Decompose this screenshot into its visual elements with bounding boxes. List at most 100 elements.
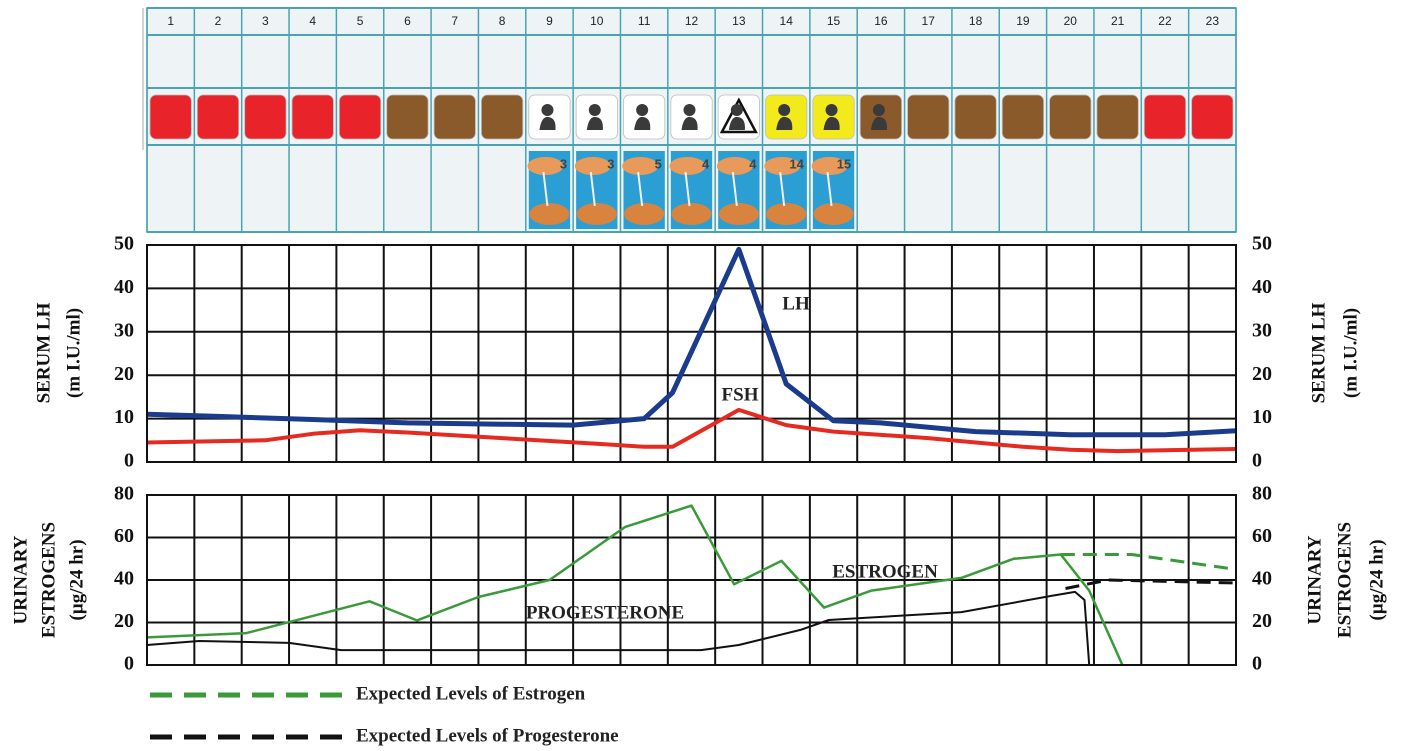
- series-line: [1065, 578, 1237, 590]
- day-number: 19: [1016, 14, 1030, 28]
- legend-label: Expected Levels of Estrogen: [356, 683, 586, 704]
- face-icon: [541, 104, 554, 116]
- face-icon: [588, 104, 601, 116]
- day-number: 2: [215, 14, 222, 28]
- day-number: 16: [874, 14, 888, 28]
- y2-tick-label: 60: [1252, 525, 1272, 547]
- photo-shape: [718, 203, 759, 225]
- face-icon: [636, 104, 649, 116]
- photo-shape: [779, 171, 786, 207]
- y2-axis-label: ESTROGENS: [1334, 522, 1355, 638]
- y2-tick-label: 0: [1252, 653, 1262, 675]
- face-icon: [730, 104, 743, 116]
- series-line: [146, 504, 1124, 666]
- y-tick-label: 0: [124, 653, 134, 675]
- day-cell: [1143, 94, 1187, 140]
- photo-shape: [826, 171, 833, 207]
- series-line: [146, 246, 1237, 438]
- day-cell: [954, 94, 997, 140]
- day-cell: [670, 94, 713, 140]
- day-number: 18: [969, 14, 983, 28]
- day-number: 23: [1206, 14, 1220, 28]
- y-tick-label: 0: [124, 450, 134, 472]
- photo-shape: [574, 157, 611, 175]
- photo-shape: [671, 203, 712, 225]
- y-tick-label: 80: [114, 483, 134, 505]
- photo-shape: [542, 171, 549, 207]
- series-line: [146, 590, 1091, 666]
- y-axis-label: (µg/24 hr): [66, 539, 87, 620]
- day-number: 17: [922, 14, 936, 28]
- day-number: 8: [499, 14, 506, 28]
- day-number: 4: [309, 14, 316, 28]
- day-cell: [433, 94, 476, 140]
- y-tick-label: 20: [114, 363, 134, 385]
- series-line: [146, 407, 1237, 454]
- photo-shape: [576, 203, 617, 225]
- face-icon: [872, 104, 885, 116]
- day-number: 22: [1158, 14, 1172, 28]
- face-icon: [776, 116, 793, 130]
- face-icon: [778, 104, 791, 116]
- day-cell: [907, 94, 950, 140]
- day-number: 6: [404, 14, 411, 28]
- photo-number: 3: [607, 156, 614, 171]
- day-number: 10: [590, 14, 604, 28]
- warning-triangle: [719, 97, 758, 134]
- face-icon: [634, 116, 651, 130]
- y-tick-label: 50: [114, 233, 134, 255]
- photo-number: 4: [749, 156, 757, 171]
- day-cell: [623, 94, 666, 140]
- y-tick-label: 10: [114, 406, 134, 428]
- day-number: 7: [451, 14, 458, 28]
- legend-label: Expected Levels of Progesterone: [356, 725, 619, 746]
- photo-shape: [813, 203, 854, 225]
- day-cell: [717, 94, 760, 140]
- y-tick-label: 20: [114, 610, 134, 632]
- day-cell: [244, 94, 287, 140]
- y-tick-label: 30: [114, 319, 134, 341]
- day-cell: [149, 94, 192, 140]
- photo-shape: [589, 171, 596, 207]
- day-cell: [859, 94, 902, 140]
- photo-shape: [811, 157, 848, 175]
- day-number: 12: [685, 14, 699, 28]
- day-cell: [338, 94, 382, 140]
- day-cell: [1191, 94, 1234, 140]
- face-icon: [681, 116, 698, 130]
- day-number: 3: [262, 14, 269, 28]
- y2-tick-label: 40: [1252, 568, 1272, 590]
- y2-tick-label: 50: [1252, 233, 1272, 255]
- y-tick-label: 40: [114, 276, 134, 298]
- day-cell: [812, 94, 855, 140]
- day-number: 15: [827, 14, 841, 28]
- face-icon: [823, 116, 840, 130]
- y-tick-label: 40: [114, 568, 134, 590]
- day-cell: [196, 94, 240, 140]
- y2-axis-label: (µg/24 hr): [1366, 539, 1387, 620]
- face-icon: [728, 116, 745, 130]
- photo-shape: [529, 203, 570, 225]
- day-number: 21: [1111, 14, 1125, 28]
- day-cell: [291, 94, 334, 140]
- series-label: ESTROGEN: [832, 561, 938, 582]
- y2-tick-label: 30: [1252, 319, 1272, 341]
- day-cell: [765, 94, 808, 140]
- face-icon: [683, 104, 696, 116]
- series-label: PROGESTERONE: [526, 602, 684, 623]
- face-icon: [870, 116, 888, 130]
- series-label: LH: [782, 293, 810, 314]
- day-number: 14: [780, 14, 794, 28]
- y-tick-label: 60: [114, 525, 134, 547]
- y-axis-label: URINARY: [10, 535, 31, 624]
- series-label: FSH: [722, 384, 759, 405]
- y-axis-label: (m I.U./ml): [63, 308, 84, 398]
- y2-tick-label: 20: [1252, 363, 1272, 385]
- photo-shape: [622, 157, 659, 175]
- photo-shape: [684, 171, 691, 207]
- photo-number: 15: [837, 156, 851, 171]
- y2-tick-label: 0: [1252, 450, 1262, 472]
- day-number: 11: [638, 14, 651, 28]
- photo-shape: [527, 157, 564, 175]
